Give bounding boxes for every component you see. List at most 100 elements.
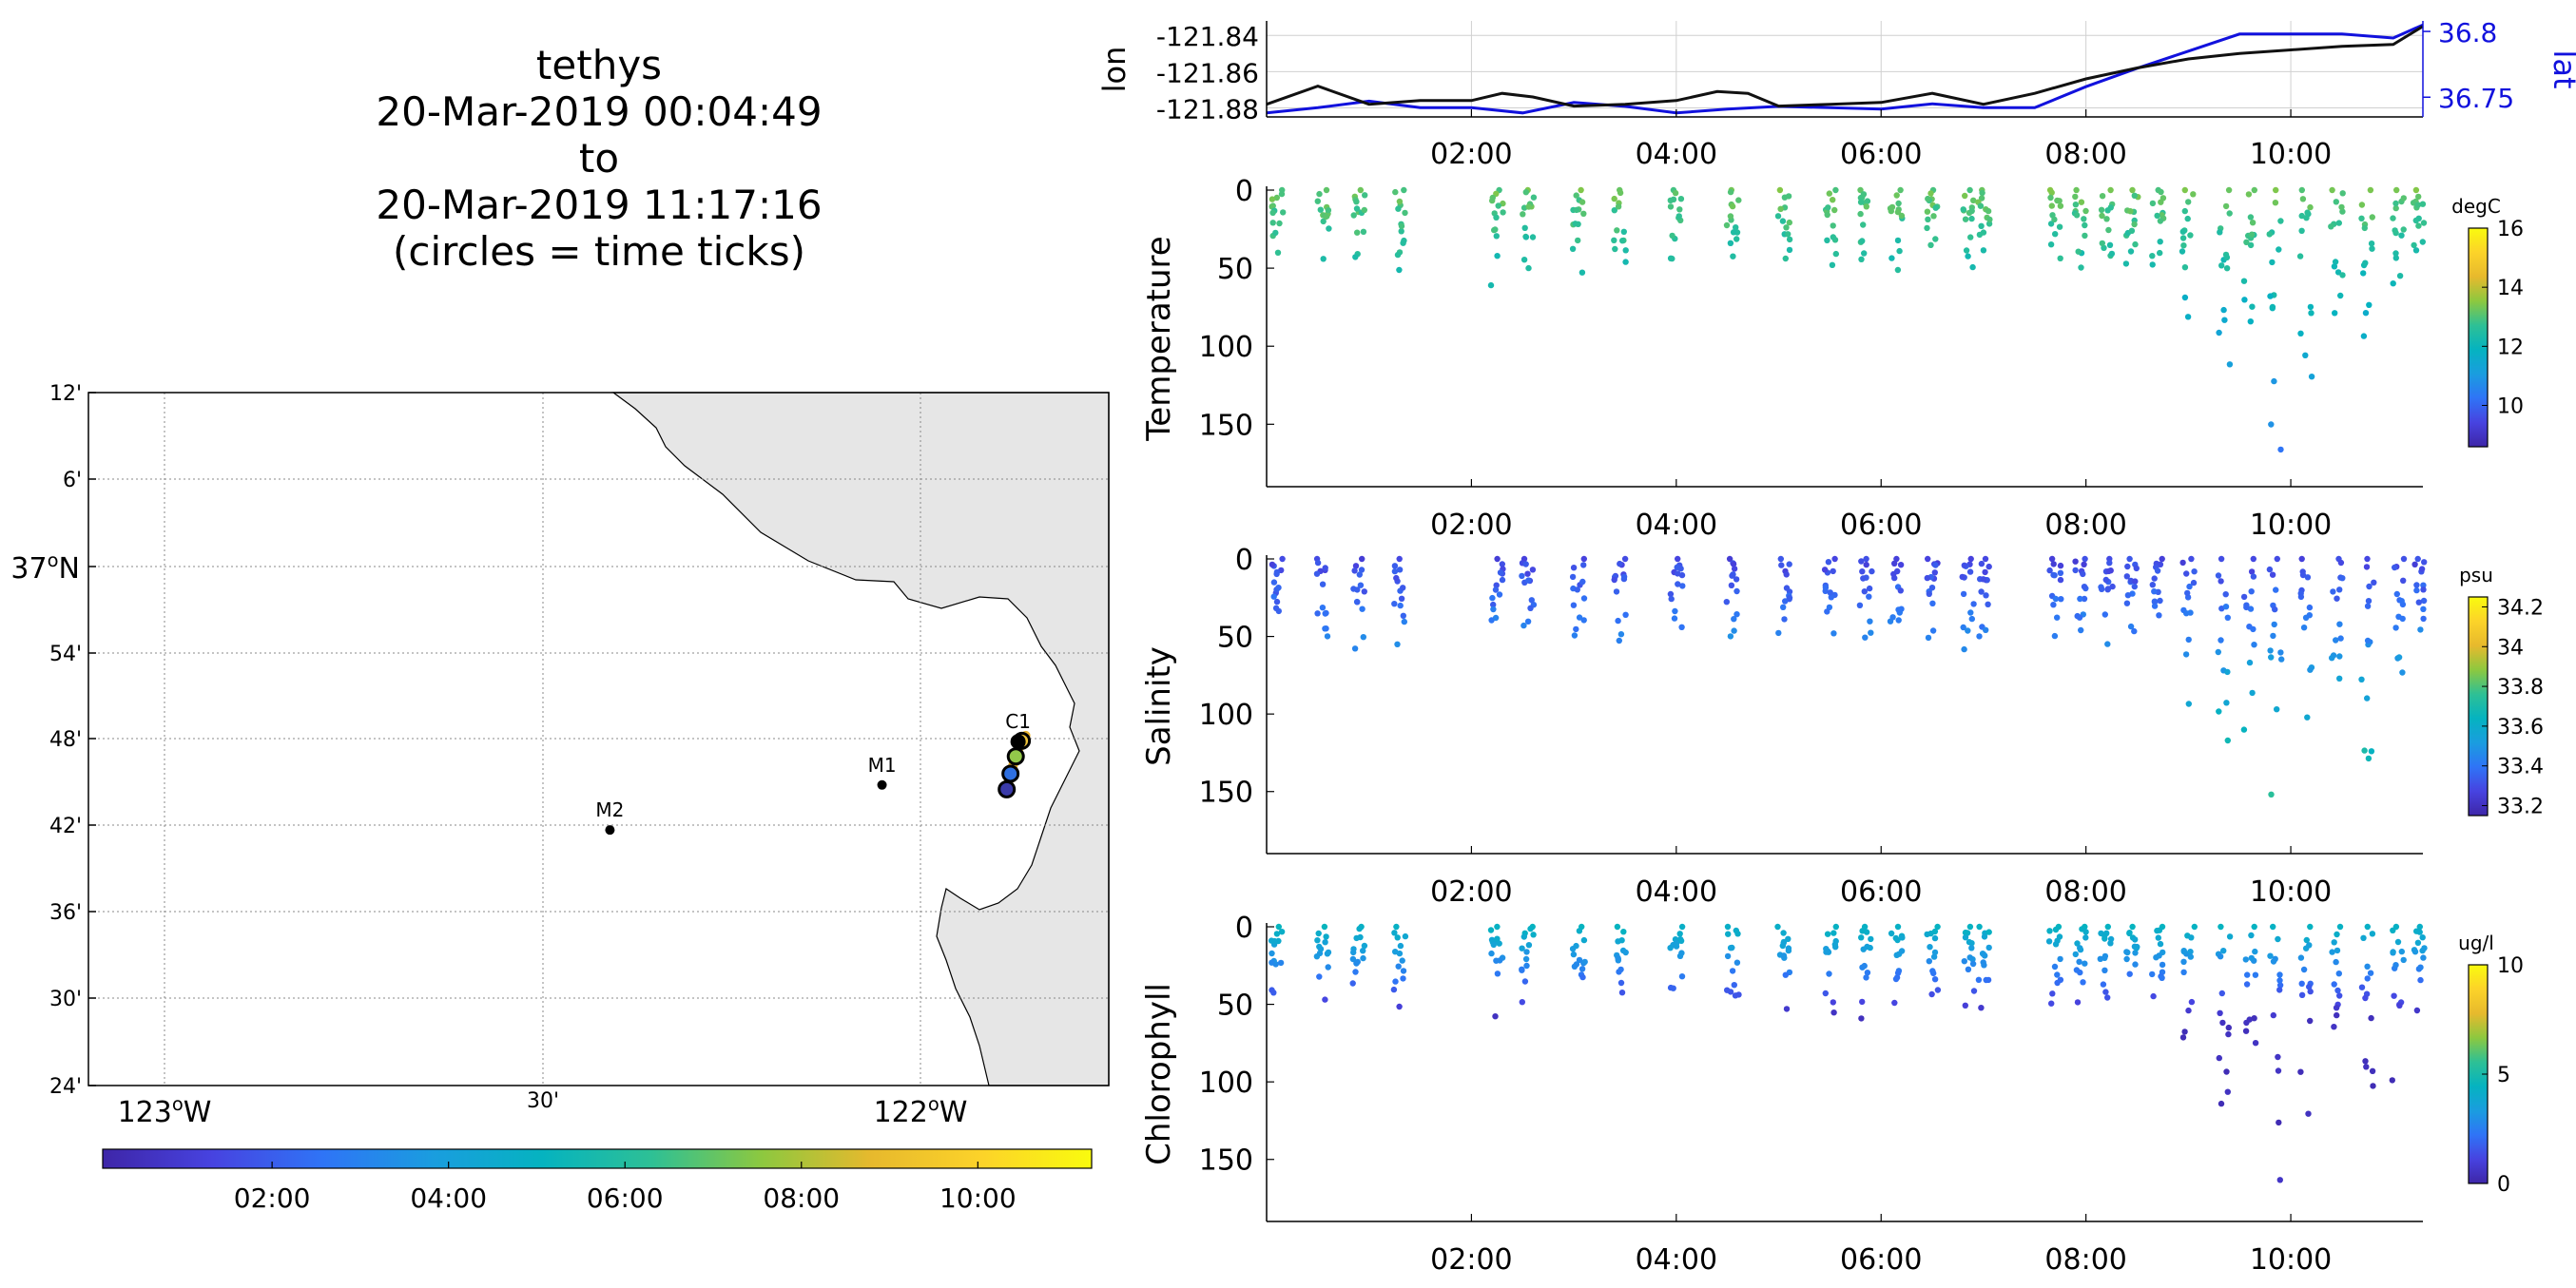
salinity-point [1580,562,1587,568]
chlorophyll-point [1985,929,1992,935]
temperature-point [1925,195,1931,202]
chlorophyll-point [1400,975,1406,982]
salinity-point [2124,592,2132,599]
temperature-point [1776,186,1784,194]
chlorophyll-point [1830,999,1837,1006]
temperature-point [1619,238,1626,244]
salinity-point [2076,614,2083,621]
salinity-point [2330,588,2336,595]
chlorophyll-point [1356,925,1363,932]
temperature-colorbar-tick-label: 16 [2497,218,2524,241]
temperature-point [2245,191,2253,198]
salinity-colorbar [2468,596,2489,817]
salinity-point [1728,582,1735,588]
temperature-point [1520,211,1526,218]
temperature-point [1400,240,1406,246]
salinity-point [2398,598,2405,605]
salinity-colorbar-tick-label: 34.2 [2497,596,2544,620]
chlorophyll-point [1519,945,1525,952]
temperature-xtick-label: 08:00 [2044,509,2126,542]
temperature-point [1401,186,1407,194]
chlorophyll-point [1783,1006,1791,1012]
temperature-point [1924,224,1930,232]
chlorophyll-point [2179,1034,2187,1041]
temperature-point [2369,245,2375,252]
temperature-point [1962,216,1969,222]
chlorophyll-point [1497,957,1503,964]
lon-axis-label: lon [1096,47,1133,93]
temperature-point [2412,247,2420,254]
salinity-point [2224,668,2231,676]
salinity-point [2156,612,2162,619]
temperature-point [1675,213,1683,220]
chlorophyll-point [1490,941,1498,949]
salinity-point [1391,567,1399,575]
chlorophyll-point [1349,955,1357,963]
lat-tick-label: 36.8 [2438,17,2497,48]
chlorophyll-point [1496,940,1502,947]
salinity-point [2366,583,2373,590]
chlorophyll-point [2416,929,2423,935]
chlorophyll-point [2333,958,2339,966]
salinity-point [1897,562,1905,568]
chlorophyll-point [2056,933,2063,940]
salinity-point [2299,571,2307,579]
chlorophyll-point [1519,967,1525,973]
chlorophyll-point [1724,923,1732,931]
chlorophyll-point [2216,1054,2222,1062]
chlorophyll-point [1864,970,1871,976]
salinity-point [1668,595,1675,603]
chlorophyll-point [2358,984,2366,990]
chlorophyll-point [2242,1028,2250,1034]
chlorophyll-point [2417,976,2424,984]
chlorophyll-point [2368,1014,2374,1022]
salinity-point [2297,590,2304,597]
chlorophyll-point [2419,934,2426,941]
chlorophyll-point [1975,976,1983,984]
chlorophyll-point [2275,1053,2281,1061]
chlorophyll-point [2244,971,2251,978]
chlorophyll-point [2389,1077,2395,1084]
chlorophyll-point [1725,931,1732,937]
chlorophyll-point [2417,964,2424,971]
chlorophyll-point [1393,923,1400,931]
temperature-point [1857,186,1864,194]
chlorophyll-point [1278,929,1286,935]
salinity-point [2077,595,2083,603]
chlorophyll-point [2297,954,2305,961]
chlorophyll-point [2054,971,2061,978]
temperature-point [2303,215,2310,221]
chlorophyll-point [1313,953,1321,960]
temperature-point [2047,221,2055,227]
chlorophyll-point [1396,950,1404,957]
temperature-point [2308,310,2315,317]
chlorophyll-point [1830,1009,1837,1016]
salinity-point [1731,627,1737,634]
temperature-point [1669,232,1675,240]
temperature-point [1493,233,1501,240]
salinity-point [2057,562,2064,569]
chlorophyll-point [2097,955,2103,962]
chlorophyll-point [2334,1011,2340,1019]
map-lat-tick-label: 24' [49,1075,82,1099]
salinity-point [1777,555,1785,563]
temperature-point [2335,220,2342,226]
salinity-point [1522,561,1529,567]
temperature-point [2223,265,2231,272]
salinity-point [1671,615,1678,622]
chlorophyll-point [2045,938,2053,945]
chlorophyll-point [1858,934,1865,941]
temperature-point [2179,228,2186,235]
temperature-point [2047,194,2054,202]
salinity-point [2399,615,2406,623]
chlorophyll-point [2276,971,2283,978]
chlorophyll-point [2414,939,2422,946]
chlorophyll-xtick-label: 04:00 [1636,1243,1717,1277]
lonlat-xtick-label: 04:00 [1636,138,1717,171]
temperature-point [2131,192,2138,199]
temperature-point [2057,255,2063,261]
chlorophyll-point [2390,927,2396,933]
chlorophyll-point [1488,950,1495,957]
temperature-point [2122,260,2130,267]
salinity-point [1929,627,1937,634]
